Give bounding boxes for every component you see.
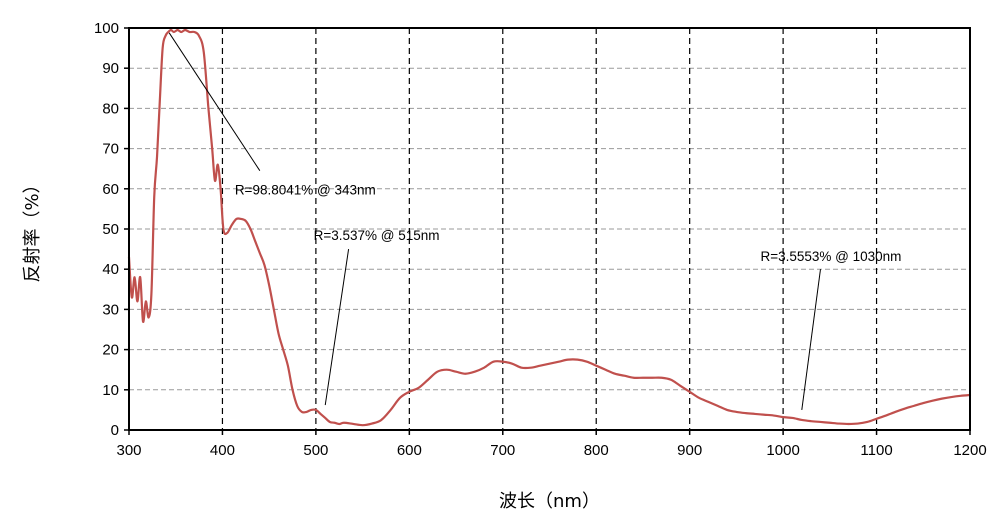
y-tick-label-3: 30 xyxy=(102,301,119,318)
y-tick-label-1: 10 xyxy=(102,382,119,399)
y-tick-label-8: 80 xyxy=(102,100,119,117)
x-tick-label-8: 1100 xyxy=(860,442,892,459)
annotation-leader-2 xyxy=(801,269,821,410)
y-tick-label-0: 0 xyxy=(111,422,119,439)
x-tick-label-9: 1200 xyxy=(953,442,986,459)
x-tick-label-5: 800 xyxy=(584,442,609,459)
x-tick-label-1: 400 xyxy=(210,442,235,459)
annotation-label-2: R=3.5553% @ 1030nm xyxy=(760,249,901,264)
annotation-label-0: R=98.8041% @ 343nm xyxy=(235,183,376,198)
annotation-leader-1 xyxy=(324,249,350,406)
x-tick-label-4: 700 xyxy=(490,442,515,459)
x-tick-label-3: 600 xyxy=(397,442,422,459)
y-tick-label-5: 50 xyxy=(102,221,119,238)
y-tick-label-9: 90 xyxy=(102,60,119,77)
series-layer xyxy=(127,28,972,427)
x-tick-label-6: 900 xyxy=(677,442,702,459)
x-axis-title: 波长（nm） xyxy=(499,491,600,512)
annotation-leader-0 xyxy=(168,32,261,171)
series-line-0 xyxy=(127,28,972,427)
gridlines xyxy=(129,28,970,430)
y-tick-label-4: 40 xyxy=(102,261,119,278)
plot-frame xyxy=(128,27,971,431)
annotation-label-1: R=3.537% @ 515nm xyxy=(314,228,440,243)
y-tick-label-6: 60 xyxy=(102,181,119,198)
x-tick-label-2: 500 xyxy=(303,442,328,459)
x-tick-label-7: 1000 xyxy=(766,442,799,459)
x-tick-label-0: 300 xyxy=(116,442,141,459)
y-tick-label-10: 100 xyxy=(94,20,119,37)
y-tick-label-2: 20 xyxy=(102,342,119,359)
y-axis-title: 反射率（%） xyxy=(22,175,43,282)
y-tick-label-7: 70 xyxy=(102,141,119,158)
axes: 0 10 20 30 40 50 60 70 80 90 100 300 400 500 600 700 800… xyxy=(94,20,987,459)
annotations: R=98.8041% @ 343nm R=3.537% @ 515nm R=3.55… xyxy=(168,32,901,410)
